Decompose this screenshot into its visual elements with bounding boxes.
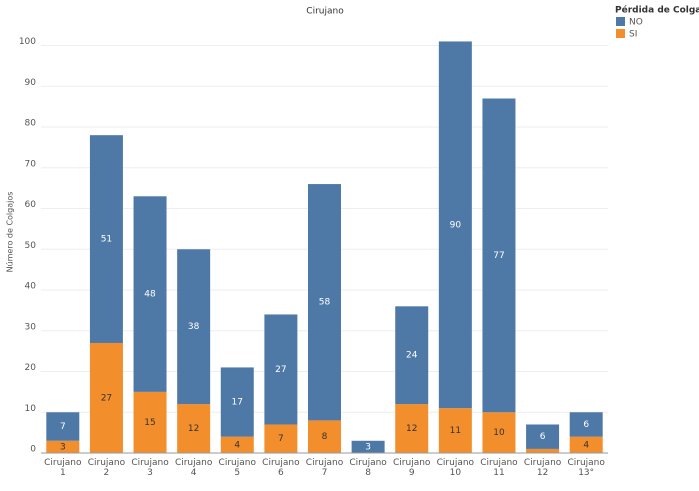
legend-swatch [616, 29, 625, 38]
data-label: 4 [583, 440, 589, 450]
data-label: 12 [406, 424, 417, 434]
bar-segment [526, 424, 560, 449]
legend-title: Pérdida de Colgajo [615, 5, 699, 16]
y-tick-label: 0 [30, 445, 36, 455]
bar-segment [351, 440, 385, 453]
data-label: 8 [322, 432, 328, 442]
bar-segment [220, 436, 254, 453]
data-label: 3 [60, 442, 66, 452]
data-label: 7 [60, 422, 66, 432]
data-label: 7 [278, 434, 284, 444]
bar-segment [177, 404, 211, 453]
data-label: 58 [319, 298, 331, 308]
legend-label: NO [629, 18, 643, 28]
bar-segment [482, 98, 516, 413]
data-label: 48 [144, 290, 156, 300]
x-tick-label: Cirujano 3 [131, 458, 169, 478]
bar-segment [526, 448, 560, 453]
y-tick-label: 30 [25, 322, 37, 332]
y-tick-label: 100 [19, 37, 36, 47]
y-tick-label: 20 [25, 363, 37, 373]
bar-segment [89, 135, 123, 343]
y-tick-label: 60 [25, 200, 37, 210]
bar-segment [133, 391, 167, 453]
x-tick-label: Cirujano 13° [567, 458, 605, 478]
bar-segment [220, 367, 254, 437]
x-tick-label: Cirujano 4 [175, 458, 213, 478]
x-tick-label: Cirujano 2 [88, 458, 126, 478]
data-label: 4 [234, 440, 240, 450]
y-tick-label: 90 [25, 78, 37, 88]
y-axis-label: Número de Colgajos [6, 192, 15, 273]
bar-segment [308, 420, 341, 453]
bar-segment [438, 41, 472, 409]
bar-segment [395, 306, 429, 405]
bar-segment [177, 249, 211, 405]
y-tick-label: 50 [25, 241, 37, 251]
bar-segment [569, 412, 603, 437]
data-label: 77 [493, 251, 504, 261]
data-label: 27 [101, 393, 112, 403]
x-tick-label: Cirujano 8 [349, 458, 387, 478]
data-label: 51 [101, 235, 112, 245]
bar-segment [395, 404, 429, 453]
bar-segment [133, 196, 167, 392]
data-label: 11 [450, 426, 461, 436]
x-tick-label: Cirujano 9 [393, 458, 431, 478]
y-tick-label: 70 [25, 159, 37, 169]
bar-segment [569, 436, 603, 453]
bar-segment [46, 440, 80, 453]
bar-segment [89, 342, 123, 453]
bar-segment [264, 424, 298, 453]
data-label: 17 [232, 398, 243, 408]
data-label: 6 [540, 432, 546, 442]
bar-segment [482, 412, 516, 453]
y-tick-label: 80 [25, 119, 37, 129]
data-label: 3 [365, 442, 371, 452]
data-label: 90 [450, 220, 462, 230]
x-tick-label: Cirujano 7 [306, 458, 344, 478]
y-tick-label: 10 [25, 404, 37, 414]
x-tick-label: Cirujano 6 [262, 458, 300, 478]
bar-segment [308, 184, 341, 421]
bar-segment [46, 412, 80, 441]
data-label: 15 [144, 418, 155, 428]
x-tick-label: Cirujano 11 [480, 458, 518, 478]
data-label: 10 [493, 428, 505, 438]
x-tick-label: Cirujano 12 [524, 458, 562, 478]
data-label: 12 [188, 424, 199, 434]
data-label: 38 [188, 322, 200, 332]
x-tick-label: Cirujano 1 [44, 458, 82, 478]
data-label: 24 [406, 351, 418, 361]
x-tick-label: Cirujano 5 [219, 458, 257, 478]
data-label: 27 [275, 365, 286, 375]
legend-swatch [616, 17, 625, 26]
data-label: 6 [583, 420, 589, 430]
x-tick-label: Cirujano 10 [437, 458, 475, 478]
legend-label: SI [629, 30, 637, 40]
bar-segment [264, 314, 298, 425]
chart-title: Cirujano [306, 7, 344, 17]
bar-segment [438, 408, 472, 453]
y-tick-label: 40 [25, 282, 37, 292]
